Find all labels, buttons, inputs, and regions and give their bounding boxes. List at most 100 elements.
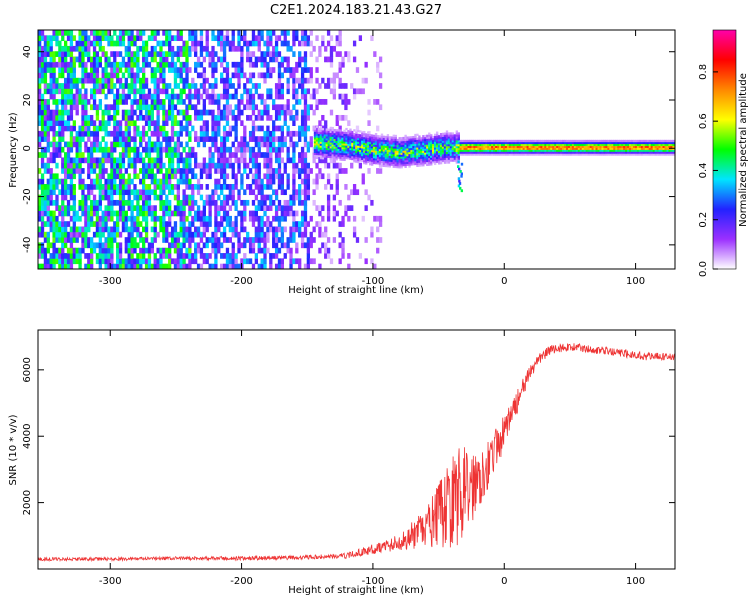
spectrogram-cell (49, 45, 53, 52)
spectrogram-cell (116, 130, 120, 137)
spectrogram-cell (597, 141, 600, 145)
spectrogram-cell (376, 158, 380, 161)
spectrogram-cell (487, 141, 490, 145)
spectrogram-cell (69, 61, 74, 68)
spectrogram-cell (463, 143, 466, 147)
spectrogram-cell (147, 88, 152, 95)
spectrogram-cell (243, 210, 247, 217)
spectrogram-cell (386, 159, 390, 162)
spectrogram-cell (544, 145, 547, 148)
spectrogram-cell (471, 139, 474, 143)
spectrogram-cell (81, 125, 85, 132)
spectrogram-cell (251, 83, 256, 89)
spectrogram-cell (142, 162, 146, 169)
spectrogram-cell (335, 134, 338, 138)
spectrogram-cell (251, 99, 256, 105)
spectrogram-cell (374, 160, 378, 163)
spectrogram-cell (240, 99, 244, 105)
spectrogram-cell (526, 139, 529, 143)
spectrogram-cell (49, 120, 53, 126)
spectrogram-cell (607, 151, 610, 154)
spectrogram-cell (217, 221, 221, 227)
spectrogram-cell (453, 159, 457, 162)
spectrogram-cell (309, 258, 313, 265)
spectrogram-cell (376, 67, 380, 73)
spectrogram-cell (199, 215, 204, 222)
spectrogram-cell (368, 159, 372, 162)
spectrogram-cell (435, 160, 439, 163)
spectrogram-cell (506, 153, 510, 156)
spectrogram-cell (211, 61, 215, 68)
spectrogram-cell (589, 151, 592, 154)
spectrogram-cell (463, 153, 466, 156)
spectrogram-cell (390, 163, 394, 166)
spectrogram-cell (246, 104, 250, 111)
spectrogram-cell (337, 148, 340, 151)
spectrogram-cell (133, 83, 137, 89)
spectrogram-cell (325, 151, 329, 154)
spectrogram-cell (159, 56, 163, 63)
spectrogram-cell (428, 161, 431, 164)
spectrogram-cell (349, 155, 352, 158)
spectrogram-cell (292, 178, 296, 185)
spectrogram-cell (583, 151, 587, 154)
spectrogram-cell (72, 77, 76, 84)
spectrogram-cell (583, 145, 587, 148)
spectrogram-cell (136, 226, 140, 233)
spectrogram-cell (400, 162, 403, 165)
spectrogram-cell (394, 156, 397, 159)
spectrogram-cell (292, 194, 296, 201)
spectrogram-cell (269, 205, 273, 211)
spectrogram-cell (191, 189, 195, 196)
spectrogram-cell (337, 146, 340, 149)
spectrogram-cell (358, 162, 363, 169)
spectrogram-cell (188, 130, 192, 137)
spectrogram-cell (368, 137, 372, 141)
spectrogram-cell (153, 141, 157, 148)
spectrogram-cell (118, 93, 123, 100)
spectrogram-cell (363, 161, 366, 165)
spectrogram-cell (315, 154, 319, 158)
spectrogram-cell (222, 136, 227, 142)
spectrogram-cell (451, 136, 455, 139)
spectrogram-cell (315, 148, 319, 152)
spectrogram-cell (58, 258, 62, 265)
spectrogram-cell (412, 137, 415, 141)
spectrogram-cell (231, 162, 235, 169)
spectrogram-cell (447, 132, 451, 135)
spectrogram-cell (583, 153, 587, 156)
spectrogram-cell (90, 72, 94, 79)
spectrogram-cell (347, 147, 350, 150)
spectrogram-cell (222, 194, 227, 201)
spectrogram-cell (445, 157, 449, 160)
spectrogram-cell (323, 143, 327, 147)
spectrogram-cell (220, 199, 224, 206)
spectrogram-cell (318, 51, 322, 57)
spectrogram-cell (176, 178, 180, 185)
spectrogram-cell (562, 145, 565, 148)
spectrogram-cell (168, 99, 172, 105)
spectrogram-cell (402, 160, 405, 163)
spectrogram-cell (475, 141, 478, 145)
spectrogram-cell (234, 72, 238, 79)
spectrogram-cell (437, 139, 441, 142)
spectrogram-cell (321, 147, 325, 150)
spectrogram-cell (575, 151, 579, 154)
spectrogram-cell (168, 184, 172, 190)
spectrogram-cell (286, 146, 290, 153)
spectrogram-cell (343, 135, 346, 138)
spectrogram-cell (116, 93, 120, 100)
spectrogram-cell (520, 143, 524, 147)
spectrogram-cell (75, 253, 79, 259)
spectrogram-cell (95, 56, 100, 63)
spectrogram-cell (127, 237, 131, 243)
spectrogram-cell (211, 67, 215, 73)
spectrogram-cell (532, 145, 535, 148)
spectrogram-cell (260, 99, 264, 105)
spectrogram-cell (49, 67, 53, 73)
spectrogram-cell (144, 199, 149, 206)
spectrogram-cell (87, 51, 91, 57)
spectrogram-cell (107, 184, 111, 190)
spectrogram-cell (309, 136, 313, 142)
spectrogram-cell (243, 168, 247, 174)
